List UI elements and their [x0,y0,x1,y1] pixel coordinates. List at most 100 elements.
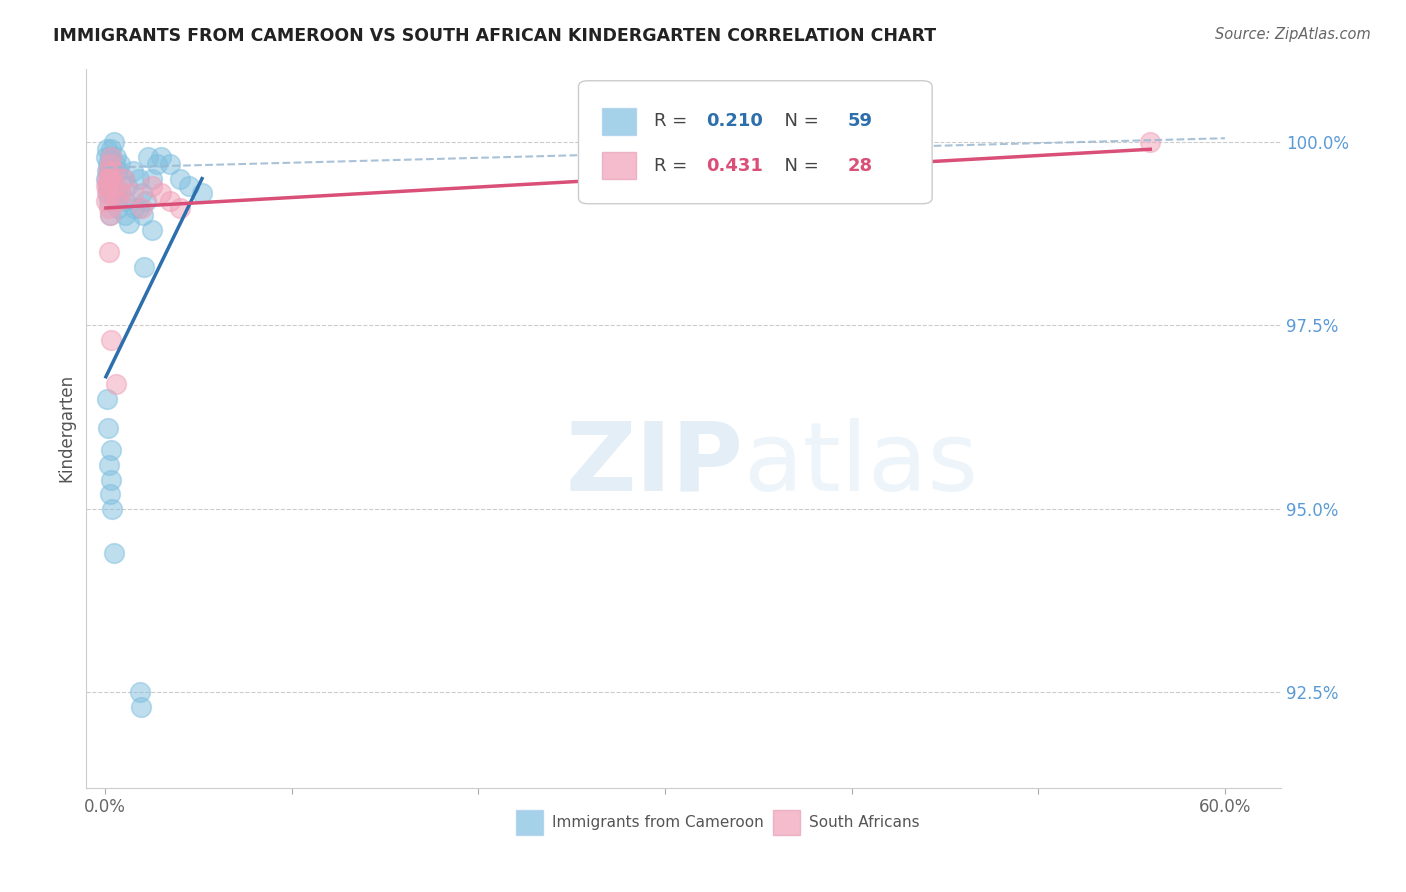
Point [118,216,141,230]
Point [100,171,122,186]
Point [98,150,121,164]
Point [101,164,124,178]
Point [112,171,135,186]
Text: N =: N = [773,112,825,130]
Point [114,208,136,222]
Text: R =: R = [654,157,693,175]
Point [128,201,150,215]
Point [94,178,117,193]
Text: 0.431: 0.431 [706,157,763,175]
Point [122,201,145,215]
Text: 28: 28 [848,157,872,175]
Point [101,171,124,186]
Point [105,377,128,392]
Point [122,164,145,178]
Point [134,260,156,274]
Text: R =: R = [654,112,693,130]
Point [132,208,155,222]
Point [98,194,121,208]
Point [149,150,172,164]
Point [141,171,163,186]
FancyBboxPatch shape [578,81,932,203]
Point [141,178,163,193]
Y-axis label: Kindergarten: Kindergarten [58,374,75,483]
Point [97,421,120,435]
Point [100,333,122,347]
Point [101,186,124,201]
Point [128,171,150,186]
Text: 59: 59 [848,112,872,130]
Point [97,458,120,472]
Point [141,223,163,237]
Point [122,186,145,201]
Point [135,194,157,208]
Point [98,157,121,171]
Point [136,150,159,164]
Point [112,171,135,186]
Point [96,164,118,178]
Point [103,546,125,560]
Point [97,178,120,193]
Point [100,150,122,164]
Point [129,685,152,699]
Point [117,178,139,193]
Point [97,171,120,186]
Point [169,171,191,186]
Point [108,157,131,171]
Point [98,208,121,222]
Point [100,150,122,164]
Point [96,194,118,208]
Point [114,194,136,208]
Point [103,164,125,178]
Point [94,150,117,164]
Point [149,186,172,201]
Text: IMMIGRANTS FROM CAMEROON VS SOUTH AFRICAN KINDERGARTEN CORRELATION CHART: IMMIGRANTS FROM CAMEROON VS SOUTH AFRICA… [53,27,936,45]
Point [97,157,120,171]
FancyBboxPatch shape [602,153,636,179]
Text: Source: ZipAtlas.com: Source: ZipAtlas.com [1215,27,1371,42]
Point [96,392,118,406]
Point [104,157,127,171]
Point [108,186,131,201]
Point [97,164,120,178]
FancyBboxPatch shape [602,108,636,135]
Point [97,186,120,201]
Point [103,178,125,193]
Point [100,142,122,156]
Point [129,700,152,714]
Point [98,201,121,215]
Point [131,201,153,215]
Text: 0.210: 0.210 [706,112,763,130]
Text: Immigrants from Cameroon: Immigrants from Cameroon [553,814,763,830]
Point [105,178,128,193]
Point [107,194,129,208]
Point [110,186,132,201]
Point [100,473,122,487]
Point [107,201,129,215]
Point [191,186,214,201]
Point [96,171,118,186]
Point [107,164,129,178]
Point [131,186,153,201]
Point [103,135,125,149]
Point [97,164,120,178]
Point [96,171,118,186]
Point [96,142,118,156]
Point [98,487,121,501]
Point [159,157,181,171]
Point [101,501,124,516]
Point [101,186,124,201]
Point [105,150,128,164]
Point [146,157,169,171]
Point [177,178,200,193]
FancyBboxPatch shape [516,810,543,835]
Text: atlas: atlas [744,417,979,510]
Point [100,157,122,171]
Point [97,245,120,260]
Text: N =: N = [773,157,825,175]
Point [98,208,121,222]
Point [159,194,181,208]
Point [169,201,191,215]
Point [97,178,120,193]
Text: South Africans: South Africans [808,814,920,830]
